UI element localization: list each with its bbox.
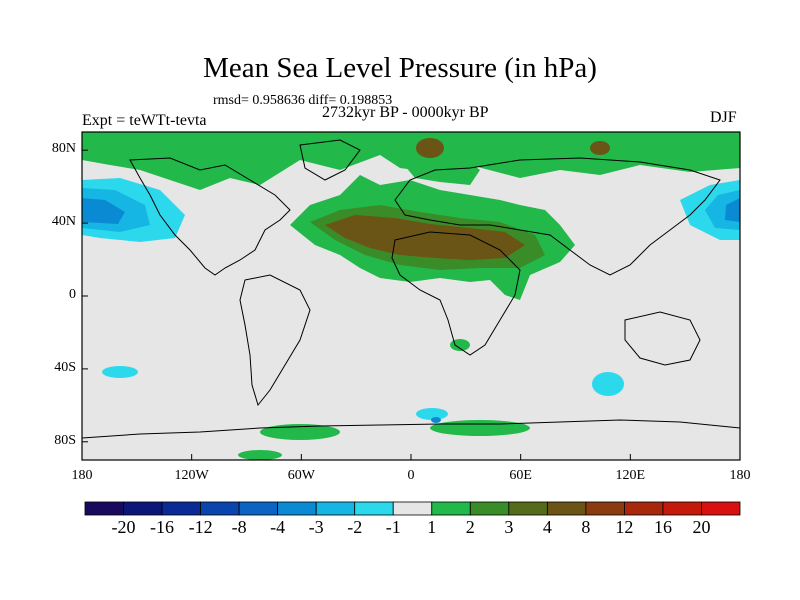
season-text: DJF xyxy=(710,109,737,126)
map-title: Mean Sea Level Pressure (in hPa) xyxy=(203,52,597,84)
coastlines xyxy=(82,139,740,439)
coast-north-america xyxy=(129,157,291,276)
colorbar-swatch xyxy=(123,501,163,516)
colorbar-swatch xyxy=(585,501,625,516)
colorbar-swatch xyxy=(431,501,471,516)
colorbar-swatch xyxy=(701,501,741,516)
colorbar-swatch xyxy=(662,501,702,516)
colorbar-swatch xyxy=(277,501,317,516)
colorbar-swatch xyxy=(238,501,279,516)
colorbar-swatch xyxy=(508,501,548,516)
antarctic-green-patch-1 xyxy=(260,424,340,440)
coast-africa xyxy=(391,231,521,356)
colorbar-label: 2 xyxy=(465,517,475,537)
siberia-brown-spot xyxy=(590,141,610,155)
pacific-low-west-inner xyxy=(82,198,125,224)
experiment-text: Expt = teWTt-tevta xyxy=(82,112,207,129)
lon-label: 180 xyxy=(729,468,751,483)
colorbar-label: 20 xyxy=(692,517,711,537)
colorbar-label: -3 xyxy=(308,517,324,537)
south-indian-cyan-patch xyxy=(592,372,624,396)
colorbar-label: -2 xyxy=(347,517,363,537)
lon-label: 60E xyxy=(509,468,532,483)
stats-text: rmsd= 0.958636 diff= 0.198853 xyxy=(213,93,393,108)
colorbar-label: -12 xyxy=(188,517,213,537)
colorbar-label: 1 xyxy=(427,517,437,537)
coast-eurasia xyxy=(394,157,721,276)
lat-label: 80N xyxy=(51,141,76,157)
colorbar-label: 12 xyxy=(615,517,634,537)
antarctic-cyan-patch xyxy=(416,408,448,420)
coast-australia xyxy=(624,311,701,366)
south-pacific-cyan-patch xyxy=(102,366,138,378)
colorbar-swatch xyxy=(354,501,394,516)
lat-label: 0 xyxy=(69,287,76,302)
antarctic-green-patch-3 xyxy=(238,450,282,460)
lon-label: 120W xyxy=(174,468,209,483)
coast-south-america xyxy=(239,274,311,407)
antarctic-green-patch-2 xyxy=(430,420,530,436)
colorbar-label: 3 xyxy=(504,517,514,537)
africa-brown-core xyxy=(325,215,525,260)
colorbar-swatch xyxy=(546,501,587,516)
lon-label: 180 xyxy=(71,468,93,483)
pacific-low-east-inner xyxy=(725,198,740,222)
colorbar-label: 4 xyxy=(542,517,552,537)
colorbar-swatch xyxy=(624,501,664,516)
colorbar-label: -8 xyxy=(231,517,247,537)
colorbar-swatch xyxy=(469,501,510,516)
scandinavia-brown-spot xyxy=(416,138,444,158)
colorbar-label: 16 xyxy=(653,517,672,537)
colorbar-swatch xyxy=(392,501,433,516)
colorbar-swatch xyxy=(200,501,240,516)
colorbar-swatch xyxy=(315,501,356,516)
coast-antarctica xyxy=(82,419,740,439)
colorbar-label: -1 xyxy=(385,517,401,537)
coast-greenland xyxy=(299,139,361,181)
lat-label: 40N xyxy=(51,214,76,230)
colorbar-label: -4 xyxy=(270,517,286,537)
lon-label: 0 xyxy=(407,468,415,483)
lat-label: 80S xyxy=(54,432,76,448)
colorbar-label: -20 xyxy=(111,517,136,537)
axis-ticks xyxy=(81,149,741,460)
colorbar xyxy=(84,501,741,516)
lon-label: 120E xyxy=(615,468,646,483)
lon-label: 60W xyxy=(287,468,315,483)
colorbar-label: -16 xyxy=(150,517,175,537)
colorbar-swatch xyxy=(161,501,201,516)
period-text: 2732kyr BP - 0000kyr BP xyxy=(322,104,489,121)
colorbar-label: 8 xyxy=(581,517,591,537)
anomaly-field xyxy=(82,132,740,460)
south-africa-green-patch xyxy=(450,339,470,351)
colorbar-swatch xyxy=(84,501,124,516)
antarctic-blue-spot xyxy=(431,417,441,423)
lat-label: 40S xyxy=(54,359,76,375)
